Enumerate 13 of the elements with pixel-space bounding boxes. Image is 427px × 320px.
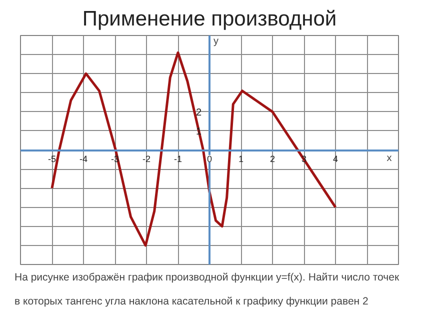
x-tick-label: -1 [174, 154, 182, 164]
x-tick-label: -5 [48, 154, 56, 164]
chart-title: Применение производной [82, 8, 337, 30]
x-tick-label: -4 [80, 154, 88, 164]
x-tick-label: 2 [270, 154, 276, 164]
x-tick-label: 4 [332, 154, 338, 164]
x-tick-label: 1 [238, 154, 244, 164]
text: На рисунке изображён график производной функции y=f(x). Найти число точек [14, 272, 400, 284]
x-tick-label: 0 [206, 154, 212, 164]
x-axis-title: x [386, 153, 392, 164]
text: в которых тангенс угла наклона касательной к графику функции равен 2 [14, 296, 368, 308]
x-tick-label: -2 [142, 154, 151, 164]
y-axis-title: y [214, 36, 218, 47]
